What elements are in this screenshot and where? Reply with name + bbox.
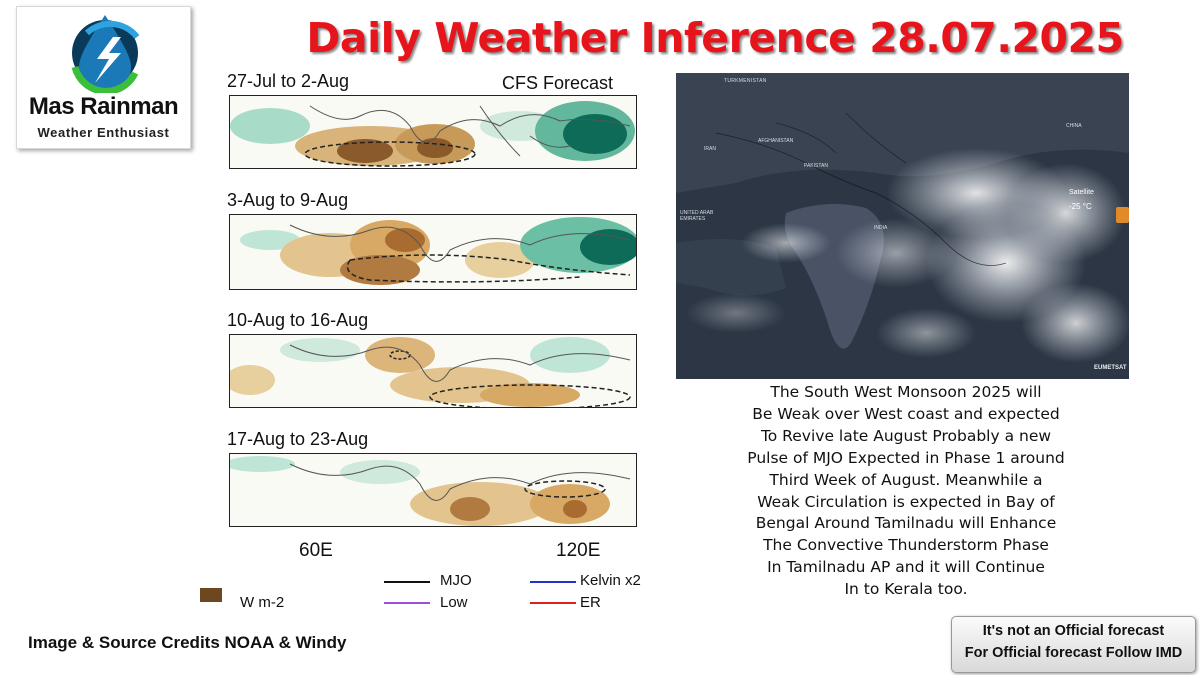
description-line: Third Week of August. Meanwhile a: [769, 470, 1043, 489]
description-line: Bengal Around Tamilnadu will Enhance: [755, 514, 1057, 533]
forecast-map-3: [225, 334, 637, 410]
country-label-pakistan: PAKISTAN: [804, 163, 828, 169]
country-label-iran: IRAN: [704, 146, 716, 152]
longitude-label-120e: 120E: [556, 540, 601, 561]
disclaimer-line-1: It's not an Official forecast: [982, 623, 1165, 639]
panel-label-3: 10-Aug to 16-Aug: [227, 310, 369, 330]
forecast-description: The South West Monsoon 2025 will Be Weak…: [700, 382, 1112, 601]
disclaimer-box: It's not an Official forecast For Offici…: [951, 616, 1196, 673]
description-line: Pulse of MJO Expected in Phase 1 around: [747, 448, 1065, 467]
legend-label-er: ER: [580, 594, 601, 611]
forecast-map-1: [229, 95, 637, 169]
legend-unit: W m-2: [240, 594, 285, 611]
country-label-afghanistan: AFGHANISTAN: [758, 138, 794, 144]
legend-line-mjo: [384, 581, 430, 583]
description-line: In to Kerala too.: [844, 580, 968, 599]
forecast-source-label: CFS Forecast: [502, 73, 614, 93]
description-line: The South West Monsoon 2025 will: [770, 383, 1042, 401]
legend-label-low: Low: [440, 594, 468, 611]
country-label-uae: UNITED ARAB EMIRATES: [680, 210, 714, 222]
description-line: Weak Circulation is expected in Bay of: [757, 492, 1055, 511]
legend-line-kelvin: [530, 581, 576, 583]
panel-label-1: 27-Jul to 2-Aug: [227, 71, 350, 91]
description-line: In Tamilnadu AP and it will Continue: [767, 558, 1045, 577]
country-label-india: INDIA: [874, 225, 888, 231]
forecast-map-4: [225, 453, 637, 527]
legend-label-kelvin: Kelvin x2: [580, 572, 641, 589]
panel-label-2: 3-Aug to 9-Aug: [227, 190, 349, 210]
panel-label-4: 17-Aug to 23-Aug: [227, 429, 369, 449]
country-label-turkmenistan: TURKMENISTAN: [724, 78, 767, 84]
page-title: Daily Weather Inference 28.07.2025: [306, 14, 1124, 62]
country-label-china: CHINA: [1066, 123, 1082, 129]
forecast-map-2: [229, 214, 640, 290]
logo-name: Mas Rainman: [28, 93, 179, 120]
legend-swatch: [200, 588, 222, 602]
logo: Mas Rainman Weather Enthusiast: [16, 6, 191, 149]
logo-tagline: Weather Enthusiast: [37, 125, 170, 140]
satellite-temperature: -25 °C: [1069, 202, 1092, 211]
disclaimer-line-2: For Official forecast Follow IMD: [964, 645, 1183, 661]
rain-drop-icon: [71, 15, 140, 93]
satellite-credit: EUMETSAT: [1094, 365, 1127, 371]
satellite-image: TURKMENISTAN IRAN AFGHANISTAN PAKISTAN I…: [676, 73, 1131, 379]
longitude-label-60e: 60E: [299, 540, 333, 561]
legend-line-low: [384, 602, 430, 604]
source-credits: Image & Source Credits NOAA & Windy: [28, 633, 347, 652]
legend-line-er: [530, 602, 576, 604]
description-line: To Revive late August Probably a new: [760, 426, 1052, 445]
satellite-layer-label: Satellite: [1069, 189, 1094, 196]
description-line: Be Weak over West coast and expected: [752, 404, 1060, 423]
legend-label-mjo: MJO: [440, 572, 472, 589]
description-line: The Convective Thunderstorm Phase: [763, 536, 1049, 555]
